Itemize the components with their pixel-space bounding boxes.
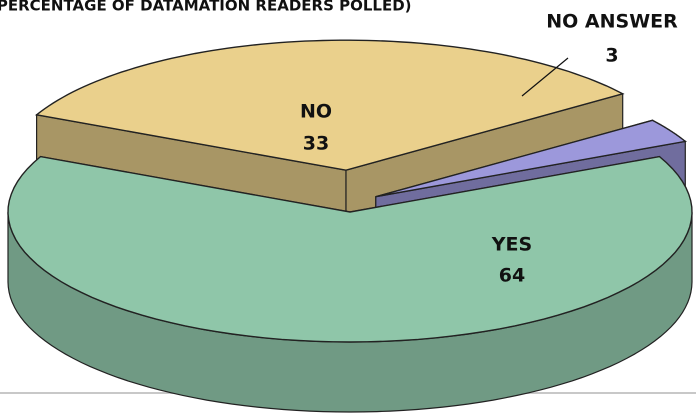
category-label: NO	[300, 101, 332, 123]
category-label: YES	[491, 234, 532, 256]
chart-subtitle: (PERCENTAGE OF DATAMATION READERS POLLED…	[0, 0, 412, 15]
slice	[7, 155, 693, 413]
pie	[7, 39, 693, 413]
slice-top	[375, 119, 688, 198]
category-label: NO ANSWER	[546, 11, 678, 33]
value-label: 33	[303, 133, 329, 155]
value-label: 3	[605, 45, 618, 67]
slice-top	[34, 39, 625, 171]
slice-top	[7, 155, 693, 343]
leader-line	[521, 57, 569, 97]
value-label: 64	[499, 265, 525, 287]
